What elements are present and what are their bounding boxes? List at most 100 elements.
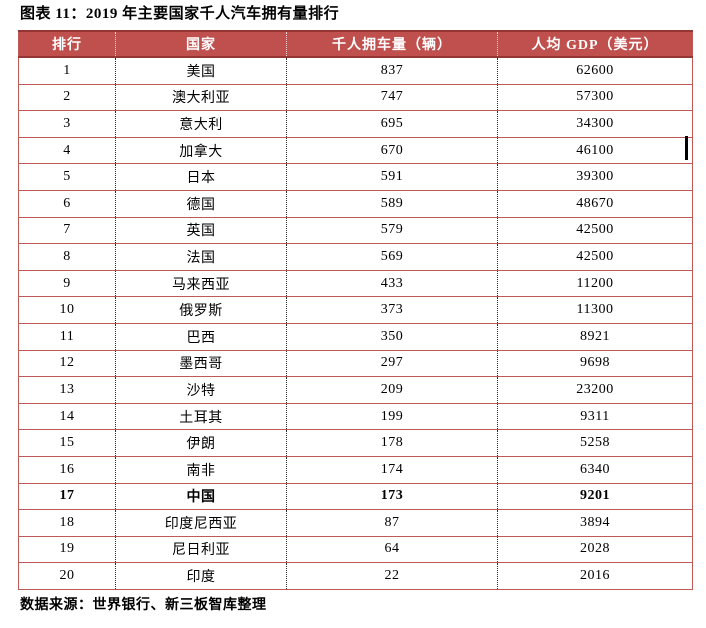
gdp-cell: 39300 [497,163,693,191]
rank-cell: 18 [18,509,116,537]
cars-cell: 569 [286,243,498,271]
rank-cell: 3 [18,110,116,138]
cars-cell: 350 [286,323,498,351]
gdp-cell: 9311 [497,403,693,431]
table-row: 19 尼日利亚 64 2028 [18,536,693,564]
rank-cell: 11 [18,323,116,351]
table-header: 排行 国家 千人拥车量（辆） 人均 GDP（美元） [18,30,693,58]
table-row: 1 美国 837 62600 [18,57,693,85]
column-header-country: 国家 [115,30,287,58]
rank-cell: 12 [18,350,116,378]
cars-cell: 209 [286,376,498,404]
data-source-note: 数据来源：世界银行、新三板智库整理 [20,598,267,613]
table-row: 9 马来西亚 433 11200 [18,270,693,298]
gdp-cell: 23200 [497,376,693,404]
rank-cell: 20 [18,562,116,590]
cars-cell: 199 [286,403,498,431]
gdp-cell: 2016 [497,562,693,590]
table-row: 2 澳大利亚 747 57300 [18,84,693,112]
country-cell: 加拿大 [115,137,287,165]
cars-cell: 589 [286,190,498,218]
gdp-cell: 6340 [497,456,693,484]
table-row: 14 土耳其 199 9311 [18,403,693,431]
text-cursor [685,136,688,160]
cars-cell: 64 [286,536,498,564]
rank-cell: 17 [18,483,116,511]
cars-cell: 591 [286,163,498,191]
gdp-cell: 42500 [497,217,693,245]
country-cell: 尼日利亚 [115,536,287,564]
cars-cell: 695 [286,110,498,138]
country-cell: 墨西哥 [115,350,287,378]
cars-cell: 837 [286,57,498,85]
gdp-cell: 2028 [497,536,693,564]
table-row: 6 德国 589 48670 [18,190,693,218]
cars-cell: 747 [286,84,498,112]
table-row: 18 印度尼西亚 87 3894 [18,509,693,537]
cars-cell: 87 [286,509,498,537]
rank-cell: 8 [18,243,116,271]
cars-cell: 579 [286,217,498,245]
table-row: 20 印度 22 2016 [18,562,693,590]
rank-cell: 4 [18,137,116,165]
rank-cell: 10 [18,296,116,324]
gdp-cell: 5258 [497,429,693,457]
gdp-cell: 9698 [497,350,693,378]
table-row: 8 法国 569 42500 [18,243,693,271]
table-row: 12 墨西哥 297 9698 [18,350,693,378]
rank-cell: 2 [18,84,116,112]
country-cell: 意大利 [115,110,287,138]
table-row: 16 南非 174 6340 [18,456,693,484]
rank-cell: 13 [18,376,116,404]
gdp-cell: 8921 [497,323,693,351]
cars-cell: 297 [286,350,498,378]
column-header-gdp: 人均 GDP（美元） [497,30,693,58]
table-row: 7 英国 579 42500 [18,217,693,245]
column-header-cars: 千人拥车量（辆） [286,30,498,58]
rank-cell: 5 [18,163,116,191]
table-row: 17 中国 173 9201 [18,483,693,511]
gdp-cell: 46100 [497,137,693,165]
table-row: 5 日本 591 39300 [18,163,693,191]
country-cell: 美国 [115,57,287,85]
country-cell: 印度 [115,562,287,590]
table-body: 1 美国 837 62600 2 澳大利亚 747 57300 3 意大利 69… [18,57,693,590]
country-cell: 印度尼西亚 [115,509,287,537]
country-cell: 俄罗斯 [115,296,287,324]
country-cell: 英国 [115,217,287,245]
gdp-cell: 62600 [497,57,693,85]
country-cell: 法国 [115,243,287,271]
country-cell: 巴西 [115,323,287,351]
gdp-cell: 11200 [497,270,693,298]
rank-cell: 1 [18,57,116,85]
rank-cell: 16 [18,456,116,484]
car-ownership-table: 排行 国家 千人拥车量（辆） 人均 GDP（美元） 1 美国 837 62600… [18,30,693,590]
cars-cell: 173 [286,483,498,511]
gdp-cell: 42500 [497,243,693,271]
table-row: 11 巴西 350 8921 [18,323,693,351]
rank-cell: 6 [18,190,116,218]
cars-cell: 670 [286,137,498,165]
rank-cell: 15 [18,429,116,457]
country-cell: 土耳其 [115,403,287,431]
gdp-cell: 48670 [497,190,693,218]
gdp-cell: 11300 [497,296,693,324]
table-row: 4 加拿大 670 46100 [18,137,693,165]
country-cell: 沙特 [115,376,287,404]
gdp-cell: 57300 [497,84,693,112]
rank-cell: 19 [18,536,116,564]
gdp-cell: 9201 [497,483,693,511]
table-row: 13 沙特 209 23200 [18,376,693,404]
gdp-cell: 34300 [497,110,693,138]
country-cell: 澳大利亚 [115,84,287,112]
country-cell: 马来西亚 [115,270,287,298]
cars-cell: 433 [286,270,498,298]
column-header-rank: 排行 [18,30,116,58]
cars-cell: 178 [286,429,498,457]
rank-cell: 7 [18,217,116,245]
rank-cell: 9 [18,270,116,298]
cars-cell: 174 [286,456,498,484]
country-cell: 南非 [115,456,287,484]
table-header-row: 排行 国家 千人拥车量（辆） 人均 GDP（美元） [18,30,693,58]
country-cell: 伊朗 [115,429,287,457]
